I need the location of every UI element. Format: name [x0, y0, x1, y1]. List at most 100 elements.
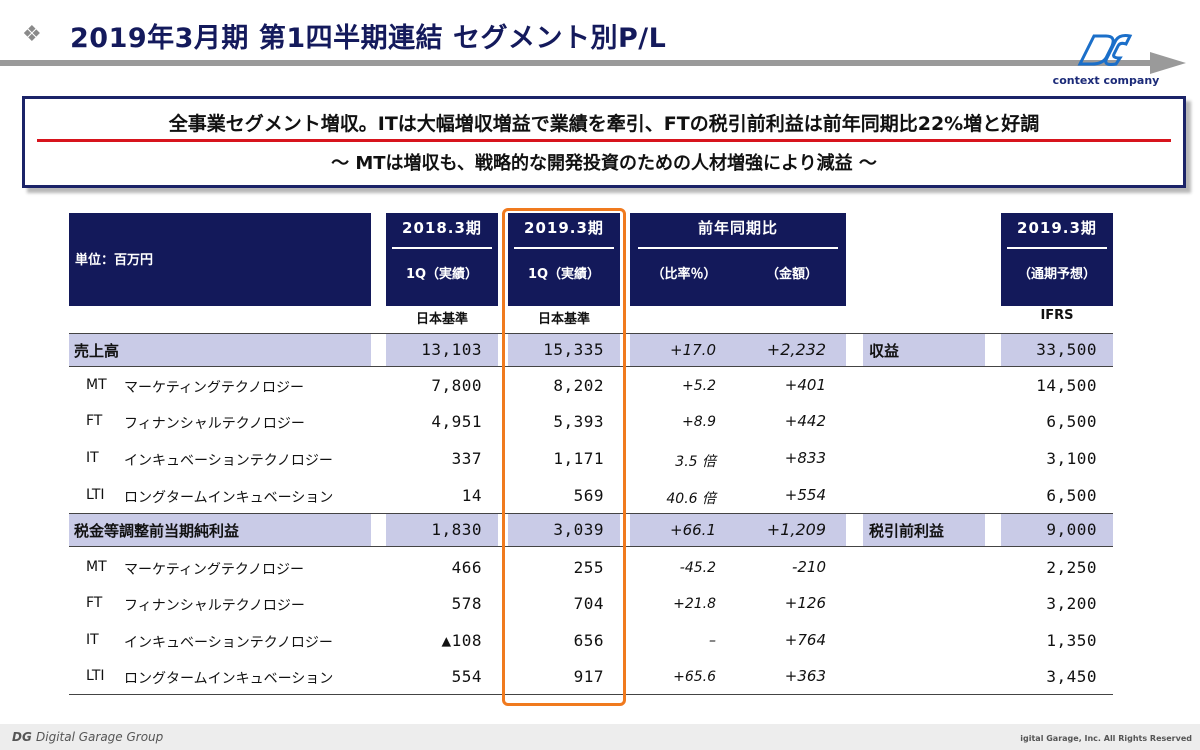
header-2018-period: 2018.3期: [402, 219, 482, 237]
row-ft-profit-2018: 578: [451, 594, 482, 613]
row-mt-profit-ratio: -45.2: [679, 560, 716, 576]
row-it-profit-2019: 656: [573, 631, 604, 650]
row-lti-sales-name: ロングタームインキュベーション: [124, 490, 334, 506]
row-mt-profit-2019: 255: [573, 558, 604, 577]
header-forecast-sub: （通期予想）: [1017, 267, 1096, 282]
band-profit-label: [69, 513, 371, 546]
header-yoy-amount: （金額）: [765, 267, 818, 282]
row-profit-label: 税金等調整前当期純利益: [74, 522, 240, 540]
highlight-2019-column: [502, 208, 626, 706]
row-profit-2019: 3,039: [553, 520, 604, 539]
row-it-profit-code: IT: [86, 632, 99, 648]
band-profit-ifrs: [863, 513, 985, 546]
header-2019-sub: 1Q（実績）: [527, 267, 601, 282]
row-it-profit-amount: +764: [784, 631, 826, 649]
header-divider: [638, 247, 838, 249]
row-lti-profit-amount: +363: [784, 667, 826, 685]
row-mt-sales-code: MT: [86, 377, 107, 393]
row-lti-sales-code: LTI: [86, 487, 105, 503]
unit-header: 単位：百万円: [69, 213, 371, 306]
band-profit-2018: [386, 513, 498, 546]
header-2019: 2019.3期 1Q（実績）: [508, 213, 620, 306]
row-mt-sales-name: マーケティングテクノロジー: [124, 380, 305, 396]
row-ft-sales-name: フィナンシャルテクノロジー: [124, 416, 305, 432]
row-mt-sales-amount: +401: [784, 376, 826, 394]
row-profit-amount: +1,209: [766, 520, 826, 539]
header-yoy-period: 前年同期比: [697, 219, 778, 237]
row-ft-profit-forecast: 3,200: [1046, 594, 1097, 613]
title-diamond-icon: ❖: [22, 22, 42, 47]
row-mt-sales-2018: 7,800: [431, 376, 482, 395]
row-mt-profit-amount: -210: [791, 558, 826, 576]
row-it-sales-2019: 1,171: [553, 449, 604, 468]
row-it-sales-ratio: 3.5 倍: [675, 454, 716, 470]
row-profit-ifrs-label: 税引前利益: [869, 522, 945, 540]
row-separator: [69, 366, 1113, 367]
row-sales-ifrs-label: 収益: [869, 342, 900, 360]
row-sales-ratio: +17.0: [670, 341, 716, 359]
footer-bar: [0, 724, 1200, 750]
row-ft-profit-code: FT: [86, 595, 103, 611]
row-lti-profit-ratio: +65.6: [673, 669, 716, 685]
row-profit-2018: 1,830: [431, 520, 482, 539]
standard-2018: 日本基準: [415, 312, 468, 327]
row-mt-sales-2019: 8,202: [553, 376, 604, 395]
title-rule: [0, 60, 1150, 66]
row-mt-profit-forecast: 2,250: [1046, 558, 1097, 577]
header-2018-sub: 1Q（実績）: [405, 267, 479, 282]
band-sales-ifrs: [863, 333, 985, 366]
dg-logo-icon: DG: [12, 730, 36, 744]
row-profit-forecast: 9,000: [1046, 520, 1097, 539]
band-profit-forecast: [1001, 513, 1113, 546]
row-ft-sales-2018: 4,951: [431, 412, 482, 431]
header-2018: 2018.3期 1Q（実績）: [386, 213, 498, 306]
band-sales-yoy: [630, 333, 846, 366]
headline-line1: 全事業セグメント増収。ITは大幅増収増益で業績を牽引、FTの税引前利益は前年同期…: [168, 113, 1040, 135]
row-ft-sales-amount: +442: [784, 412, 826, 430]
band-sales-2019: [508, 333, 620, 366]
row-lti-profit-name: ロングタームインキュベーション: [124, 671, 334, 687]
header-divider: [514, 247, 614, 249]
title-arrow-icon: [1150, 52, 1186, 74]
band-sales-label: [69, 333, 371, 366]
headline-line2: ～ MTは増収も、戦略的な開発投資のための人材増強により減益 ～: [331, 153, 877, 174]
row-mt-profit-name: マーケティングテクノロジー: [124, 562, 305, 578]
row-mt-profit-code: MT: [86, 559, 107, 575]
row-lti-profit-2019: 917: [573, 667, 604, 686]
row-lti-profit-code: LTI: [86, 668, 105, 684]
footer-brand-text: Digital Garage Group: [36, 730, 164, 744]
row-lti-profit-2018: 554: [451, 667, 482, 686]
row-lti-sales-amount: +554: [784, 486, 826, 504]
row-mt-sales-forecast: 14,500: [1036, 376, 1097, 395]
row-ft-profit-name: フィナンシャルテクノロジー: [124, 598, 305, 614]
band-profit-yoy: [630, 513, 846, 546]
row-ft-profit-ratio: +21.8: [673, 596, 716, 612]
row-ft-profit-amount: +126: [784, 594, 826, 612]
row-sales-2019: 15,335: [543, 340, 604, 359]
row-separator: [69, 513, 1113, 514]
header-2019-period: 2019.3期: [524, 219, 604, 237]
row-ft-sales-forecast: 6,500: [1046, 412, 1097, 431]
row-lti-sales-forecast: 6,500: [1046, 486, 1097, 505]
footer-brand: DG Digital Garage Group: [12, 730, 163, 744]
band-sales-forecast: [1001, 333, 1113, 366]
row-lti-sales-2018: 14: [461, 486, 482, 505]
row-it-profit-ratio: –: [709, 633, 716, 649]
context-company-logo: [1077, 34, 1133, 66]
band-sales-2018: [386, 333, 498, 366]
row-lti-sales-ratio: 40.6 倍: [666, 491, 716, 507]
row-ft-sales-code: FT: [86, 413, 103, 429]
row-it-sales-2018: 337: [451, 449, 482, 468]
row-sales-2018: 13,103: [421, 340, 482, 359]
standard-forecast: IFRS: [1040, 308, 1074, 323]
row-separator: [69, 694, 1113, 695]
header-forecast-period: 2019.3期: [1017, 219, 1097, 237]
row-it-profit-name: インキュベーションテクノロジー: [124, 635, 333, 651]
headline-underline: [37, 139, 1171, 142]
row-ft-profit-2019: 704: [573, 594, 604, 613]
page-title: 2019年3月期 第1四半期連結 セグメント別P/L: [70, 23, 667, 54]
row-it-sales-amount: +833: [784, 449, 826, 467]
band-profit-2019: [508, 513, 620, 546]
header-yoy: 前年同期比 （比率％） （金額）: [630, 213, 846, 306]
header-yoy-ratio: （比率％）: [651, 267, 717, 282]
